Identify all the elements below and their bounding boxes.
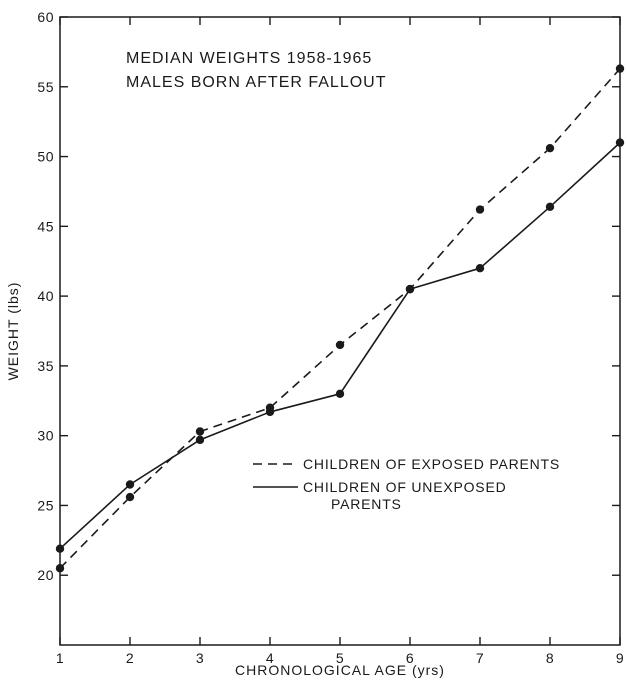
x-tick-label: 2 — [126, 650, 134, 666]
data-point — [475, 205, 485, 214]
y-tick-label: 50 — [37, 149, 54, 165]
data-point — [125, 480, 135, 489]
y-tick-label: 35 — [37, 358, 54, 374]
data-point — [195, 435, 205, 445]
data-point — [265, 407, 275, 417]
data-point — [545, 143, 555, 153]
title-line: MEDIAN WEIGHTS 1958-1965 — [126, 50, 372, 67]
x-tick-label: 1 — [56, 650, 64, 666]
x-axis-label: CHRONOLOGICAL AGE (yrs) — [235, 662, 445, 678]
data-point — [615, 64, 625, 73]
legend-label: PARENTS — [331, 496, 402, 512]
x-tick-label: 7 — [476, 650, 484, 666]
data-point — [475, 264, 485, 273]
legend: CHILDREN OF EXPOSED PARENTS CHILDREN OF U… — [253, 456, 560, 512]
data-point — [615, 138, 625, 147]
x-tick-label: 6 — [406, 650, 414, 666]
data-point — [55, 564, 65, 573]
data-point — [195, 427, 205, 436]
y-tick-label: 30 — [37, 428, 54, 444]
data-point — [125, 492, 135, 502]
y-tick-label: 45 — [37, 218, 54, 234]
y-tick-label: 40 — [37, 288, 54, 304]
data-point — [335, 340, 345, 350]
data-point — [405, 284, 415, 294]
title-line: MALES BORN AFTER FALLOUT — [126, 74, 387, 91]
data-point — [545, 202, 555, 211]
y-tick-label: 20 — [37, 567, 54, 583]
x-tick-label: 4 — [266, 650, 274, 666]
y-tick-label: 25 — [37, 497, 54, 513]
y-tick-label: 55 — [37, 79, 54, 95]
legend-label: CHILDREN OF EXPOSED PARENTS — [303, 456, 560, 472]
y-tick-label: 60 — [37, 9, 54, 25]
data-point — [55, 544, 65, 553]
x-tick-label: 5 — [336, 650, 344, 666]
plot-frame — [59, 16, 621, 646]
x-tick-label: 8 — [546, 650, 554, 666]
data-point — [335, 389, 345, 398]
series-layer — [55, 64, 625, 573]
x-tick-label: 9 — [616, 650, 624, 666]
x-tick-label: 3 — [196, 650, 204, 666]
y-axis-label: WEIGHT (lbs) — [5, 282, 21, 381]
chart-title: MEDIAN WEIGHTS 1958-1965 MALES BORN AFTER… — [126, 50, 387, 91]
legend-label: CHILDREN OF UNEXPOSED — [303, 479, 507, 495]
